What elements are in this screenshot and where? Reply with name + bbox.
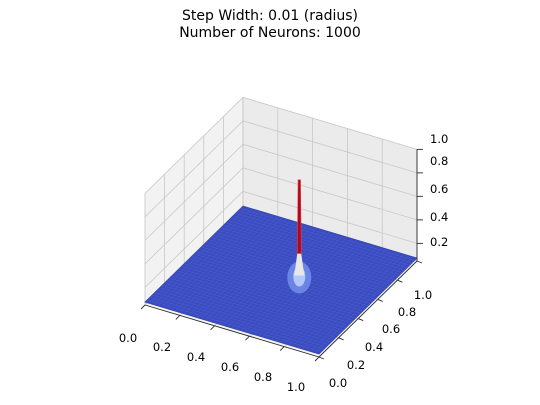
y-tick-label: 1.0 <box>414 288 432 302</box>
z-gridline <box>144 143 418 241</box>
surface-mesh-line <box>240 208 415 261</box>
y-axis-ticks: 0.0 0.2 0.4 0.6 0.8 1.0 <box>329 288 432 390</box>
y-tick-label: 0.6 <box>382 322 400 336</box>
x-tick-mark <box>279 346 285 351</box>
z-tick-label: 0.8 <box>430 154 448 168</box>
surface-mesh-line <box>305 254 405 351</box>
surface-mesh-line <box>215 232 391 285</box>
surface-mesh-line <box>223 225 398 278</box>
surface-mesh-line <box>233 215 408 268</box>
x-tick-label: 0.4 <box>187 350 205 364</box>
x-tick-mark <box>314 356 320 362</box>
z-gridline <box>144 120 418 218</box>
surface-mesh-line <box>288 248 387 346</box>
surface-mesh-line <box>262 241 361 338</box>
surface-peak <box>287 179 312 294</box>
surface-mesh-line <box>284 247 383 344</box>
surface-mesh-line <box>310 255 409 352</box>
y-tick-label: 0.8 <box>398 305 416 319</box>
y-tick-mark <box>416 260 423 264</box>
z-axis-ticks: 0.2 0.4 0.6 0.8 1.0 <box>430 132 448 249</box>
y-tick-label: 0.0 <box>329 376 347 390</box>
x-tick-mark <box>245 335 250 341</box>
x-tick-label: 0.8 <box>254 370 272 384</box>
chart-title-line-1: Step Width: 0.01 (radius) <box>182 8 358 24</box>
chart-title-line-2: Number of Neurons: 1000 <box>179 25 361 41</box>
z-tick-label: 0.2 <box>430 235 448 249</box>
surface-mesh-line <box>220 227 396 280</box>
surface-mesh-line <box>236 233 335 330</box>
surface-mesh-line <box>225 222 400 276</box>
y-tick-label: 0.4 <box>365 340 383 354</box>
surface-mesh-line <box>193 253 369 307</box>
x-tick-mark <box>175 315 181 320</box>
z-tick-label: 1.0 <box>430 132 448 146</box>
z-gridline <box>144 167 418 265</box>
surface-mesh-line <box>314 256 413 353</box>
surface-mesh-line <box>275 244 374 342</box>
x-tick-mark <box>210 325 215 331</box>
x-tick-label: 0.0 <box>119 331 137 345</box>
z-tick-label: 0.4 <box>430 210 448 224</box>
surface-mesh-line <box>292 250 392 347</box>
z-tick-label: 0.6 <box>430 182 448 196</box>
surface-mesh-line <box>235 213 410 266</box>
x-tick-mark <box>140 304 146 310</box>
surface-mesh-line <box>196 251 371 304</box>
surface-mesh-line <box>271 243 370 340</box>
surface-mesh-line <box>301 252 400 349</box>
y-tick-mark <box>338 337 344 341</box>
y-tick-mark <box>318 356 325 360</box>
axis-lines <box>140 148 423 362</box>
x-tick-label: 0.2 <box>153 340 171 354</box>
x-axis-ticks: 0.0 0.2 0.4 0.6 0.8 1.0 <box>119 331 305 394</box>
y-tick-mark <box>377 298 383 302</box>
z-gridline <box>144 96 418 194</box>
surface-mesh-line <box>228 220 403 273</box>
surface-mesh-line <box>297 251 396 348</box>
y-tick-mark <box>358 318 364 322</box>
surface-mesh-line <box>230 217 405 271</box>
surface-mesh-line <box>198 249 373 302</box>
y-tick-label: 0.2 <box>347 358 365 372</box>
y-tick-mark <box>397 279 403 283</box>
surface-mesh-line <box>218 229 393 283</box>
surface-mesh-line <box>266 242 365 339</box>
surface-mesh-line <box>238 210 413 264</box>
z-gridline <box>144 190 418 288</box>
x-tick-label: 0.6 <box>221 360 239 374</box>
x-tick-label: 1.0 <box>287 380 305 394</box>
surface-mesh-line <box>279 246 378 343</box>
peak-spike <box>296 179 302 254</box>
y-axis-line <box>318 260 418 358</box>
x-axis-line <box>144 304 320 358</box>
